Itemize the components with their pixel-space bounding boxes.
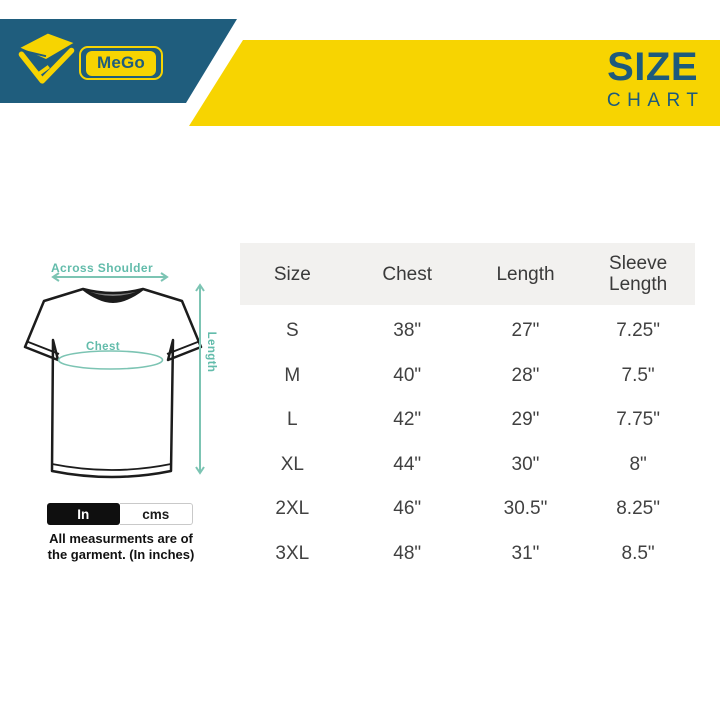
size-table-body: S 38" 27" 7.25" M 40" 28" 7.5" L 42" 29"… bbox=[240, 309, 695, 576]
measurement-note-line2: the garment. (In inches) bbox=[47, 547, 195, 562]
mego-logo-icon bbox=[18, 33, 75, 84]
across-shoulder-label: Across Shoulder bbox=[50, 261, 154, 275]
page-title: SIZE CHART bbox=[607, 45, 698, 110]
cell-length: 30.5" bbox=[503, 498, 548, 520]
unit-toggle-cms[interactable]: cms bbox=[119, 503, 193, 525]
table-row: S 38" 27" 7.25" bbox=[240, 309, 695, 354]
length-arrow-icon bbox=[195, 283, 205, 475]
cell-size: L bbox=[287, 409, 298, 431]
header-yellow-band bbox=[189, 40, 720, 126]
cell-chest: 44" bbox=[393, 453, 422, 475]
size-table-header: Size Chest Length Sleeve Length bbox=[240, 243, 695, 305]
measurement-note-line1: All measurments are of bbox=[49, 531, 193, 546]
cell-size: XL bbox=[280, 453, 304, 475]
cell-size: 3XL bbox=[275, 542, 310, 564]
cell-chest: 48" bbox=[393, 542, 422, 564]
size-table: Size Chest Length Sleeve Length S 38" 27… bbox=[240, 243, 695, 576]
cell-sleeve: 7.5" bbox=[621, 364, 655, 386]
col-header-length: Length bbox=[496, 263, 555, 285]
measurement-note: All measurments are of the garment. (In … bbox=[16, 531, 226, 563]
tshirt-right-sleeve-hem bbox=[166, 340, 200, 355]
header: MeGo SIZE CHART bbox=[0, 0, 720, 130]
mego-brand-badge: MeGo bbox=[79, 46, 163, 80]
tshirt-bottom-hem bbox=[51, 463, 172, 471]
tshirt-diagram bbox=[23, 272, 205, 479]
table-row: M 40" 28" 7.5" bbox=[240, 354, 695, 399]
cell-size: S bbox=[285, 320, 299, 342]
length-label: Length bbox=[205, 331, 217, 373]
title-size: SIZE bbox=[607, 45, 698, 89]
cell-length: 30" bbox=[511, 453, 540, 475]
cell-chest: 42" bbox=[393, 409, 422, 431]
cell-sleeve: 8.5" bbox=[621, 542, 655, 564]
across-shoulder-arrow-icon bbox=[51, 272, 169, 282]
tshirt-left-sleeve-hem bbox=[26, 340, 60, 355]
unit-toggle: In cms bbox=[47, 503, 193, 525]
table-row: XL 44" 30" 8" bbox=[240, 443, 695, 488]
chest-measure-ellipse bbox=[57, 350, 164, 370]
col-header-chest: Chest bbox=[382, 263, 433, 285]
cell-sleeve: 8.25" bbox=[616, 498, 660, 520]
unit-toggle-inches[interactable]: In bbox=[47, 503, 120, 525]
col-header-sleeve-length: Sleeve Length bbox=[609, 253, 668, 295]
chest-label: Chest bbox=[86, 341, 120, 353]
col-header-size: Size bbox=[273, 263, 311, 285]
cell-length: 31" bbox=[511, 542, 540, 564]
cell-sleeve: 8" bbox=[629, 453, 647, 475]
cell-length: 29" bbox=[511, 409, 540, 431]
cell-chest: 38" bbox=[393, 320, 422, 342]
table-row: L 42" 29" 7.75" bbox=[240, 398, 695, 443]
cell-size: 2XL bbox=[275, 498, 310, 520]
table-row: 2XL 46" 30.5" 8.25" bbox=[240, 487, 695, 532]
title-chart: CHART bbox=[606, 90, 705, 111]
cell-size: M bbox=[284, 364, 301, 386]
brand-name: MeGo bbox=[85, 50, 157, 76]
cell-sleeve: 7.75" bbox=[616, 409, 660, 431]
cell-chest: 40" bbox=[393, 364, 422, 386]
tshirt-collar-rib bbox=[83, 289, 143, 303]
cell-sleeve: 7.25" bbox=[616, 320, 660, 342]
cell-chest: 46" bbox=[393, 498, 422, 520]
cell-length: 27" bbox=[511, 320, 540, 342]
table-row: 3XL 48" 31" 8.5" bbox=[240, 532, 695, 577]
cell-length: 28" bbox=[511, 364, 540, 386]
tshirt-body-outline bbox=[23, 287, 203, 479]
